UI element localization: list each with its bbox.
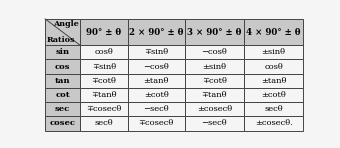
Bar: [185, 19, 244, 45]
Bar: [185, 116, 244, 131]
Text: −secθ: −secθ: [143, 105, 169, 113]
Text: ∓sinθ: ∓sinθ: [144, 48, 168, 56]
Text: cos: cos: [55, 62, 70, 70]
Text: −cosθ: −cosθ: [201, 48, 227, 56]
Text: sin: sin: [55, 48, 70, 56]
Text: Ratios: Ratios: [47, 36, 75, 44]
Bar: [128, 74, 185, 88]
Bar: [185, 59, 244, 74]
Text: ±tanθ: ±tanθ: [261, 77, 286, 85]
Text: secθ: secθ: [265, 105, 283, 113]
Bar: [80, 88, 128, 102]
Text: −secθ: −secθ: [202, 119, 227, 127]
Text: ±tanθ: ±tanθ: [143, 77, 169, 85]
Bar: [128, 59, 185, 74]
Text: secθ: secθ: [95, 119, 113, 127]
Bar: [128, 102, 185, 116]
Text: ±cotθ: ±cotθ: [261, 91, 286, 99]
Bar: [185, 102, 244, 116]
Bar: [80, 116, 128, 131]
Text: 90° ± θ: 90° ± θ: [86, 28, 121, 37]
Bar: [80, 45, 128, 59]
Text: 4 × 90° ± θ: 4 × 90° ± θ: [246, 28, 301, 37]
Text: Angle: Angle: [53, 20, 79, 28]
Text: ±sinθ: ±sinθ: [262, 48, 286, 56]
Bar: [128, 88, 185, 102]
Text: −cosθ: −cosθ: [143, 62, 169, 70]
Bar: [128, 116, 185, 131]
Bar: [45, 19, 80, 45]
Text: ∓cotθ: ∓cotθ: [91, 77, 116, 85]
Bar: [244, 88, 303, 102]
Bar: [185, 45, 244, 59]
Text: 3 × 90° ± θ: 3 × 90° ± θ: [187, 28, 241, 37]
Text: sec: sec: [55, 105, 70, 113]
Bar: [80, 59, 128, 74]
Text: ±cotθ: ±cotθ: [144, 91, 169, 99]
Text: ∓cotθ: ∓cotθ: [202, 77, 227, 85]
Bar: [80, 19, 128, 45]
Text: 2 × 90° ± θ: 2 × 90° ± θ: [129, 28, 183, 37]
Bar: [185, 74, 244, 88]
Text: cosec: cosec: [50, 119, 75, 127]
Text: cosθ: cosθ: [95, 48, 113, 56]
Text: ±sinθ: ±sinθ: [202, 62, 226, 70]
Bar: [45, 102, 80, 116]
Text: ±cosecθ.: ±cosecθ.: [255, 119, 292, 127]
Text: cosθ: cosθ: [264, 62, 283, 70]
Bar: [45, 74, 80, 88]
Bar: [244, 45, 303, 59]
Bar: [45, 116, 80, 131]
Bar: [128, 45, 185, 59]
Bar: [244, 74, 303, 88]
Text: ∓tanθ: ∓tanθ: [91, 91, 117, 99]
Bar: [244, 59, 303, 74]
Bar: [45, 45, 80, 59]
Bar: [244, 102, 303, 116]
Text: ∓cosecθ: ∓cosecθ: [138, 119, 174, 127]
Text: ∓tanθ: ∓tanθ: [202, 91, 227, 99]
Bar: [80, 74, 128, 88]
Bar: [80, 102, 128, 116]
Text: cot: cot: [55, 91, 70, 99]
Bar: [45, 59, 80, 74]
Bar: [45, 88, 80, 102]
Bar: [185, 88, 244, 102]
Text: ±cosecθ: ±cosecθ: [197, 105, 232, 113]
Bar: [244, 19, 303, 45]
Text: ∓cosecθ: ∓cosecθ: [86, 105, 121, 113]
Bar: [244, 116, 303, 131]
Text: ∓sinθ: ∓sinθ: [92, 62, 116, 70]
Text: tan: tan: [55, 77, 70, 85]
Bar: [128, 19, 185, 45]
